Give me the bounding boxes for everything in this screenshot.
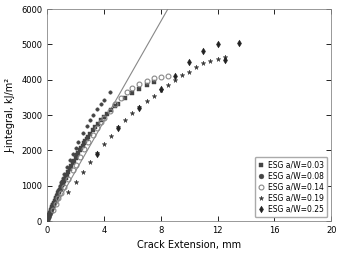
Legend: ESG a/W=0.03, ESG a/W=0.08, ESG a/W=0.14, ESG a/W=0.19, ESG a/W=0.25: ESG a/W=0.03, ESG a/W=0.08, ESG a/W=0.14… — [254, 157, 327, 217]
Y-axis label: J-integral, kJ/m²: J-integral, kJ/m² — [5, 78, 15, 153]
X-axis label: Crack Extension, mm: Crack Extension, mm — [137, 240, 241, 250]
